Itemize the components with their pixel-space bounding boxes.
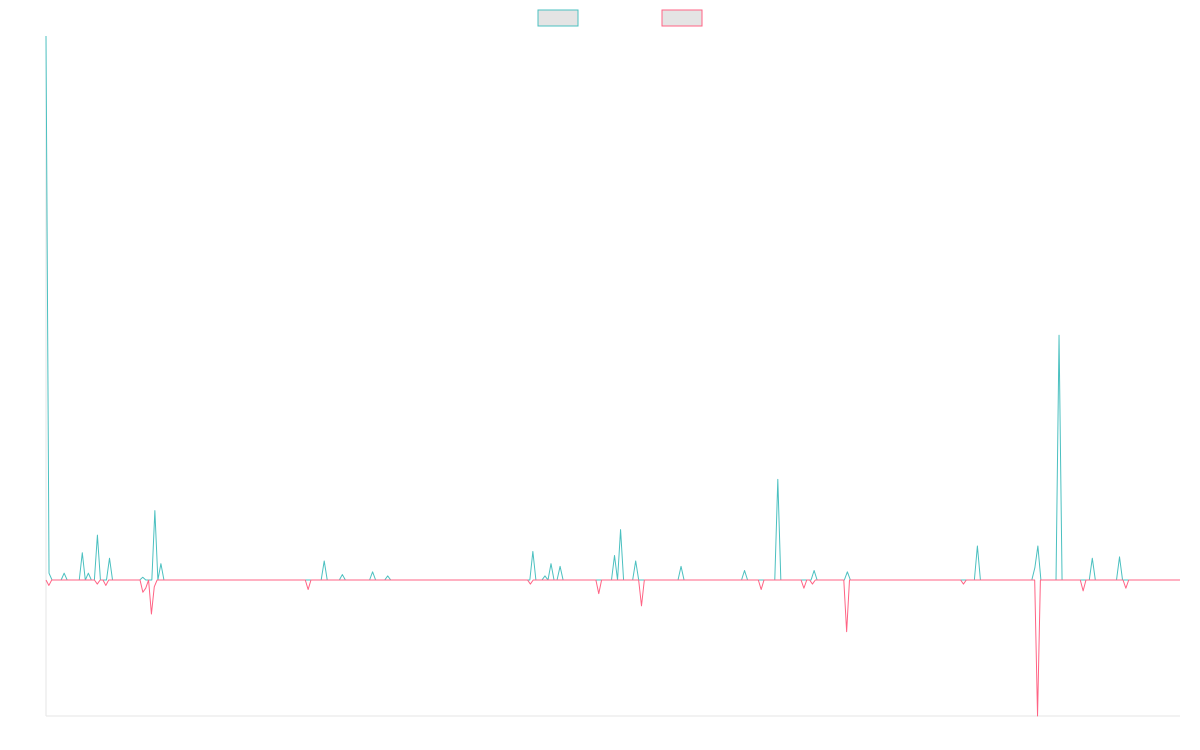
chart-legend[interactable] <box>537 9 703 27</box>
chart-axes <box>45 36 1180 717</box>
legend-swatch-2[interactable] <box>661 9 703 27</box>
plot-area <box>45 35 1180 717</box>
series-line-1 <box>45 35 1180 581</box>
legend-swatch-1[interactable] <box>537 9 579 27</box>
series-line-2 <box>45 579 1180 717</box>
